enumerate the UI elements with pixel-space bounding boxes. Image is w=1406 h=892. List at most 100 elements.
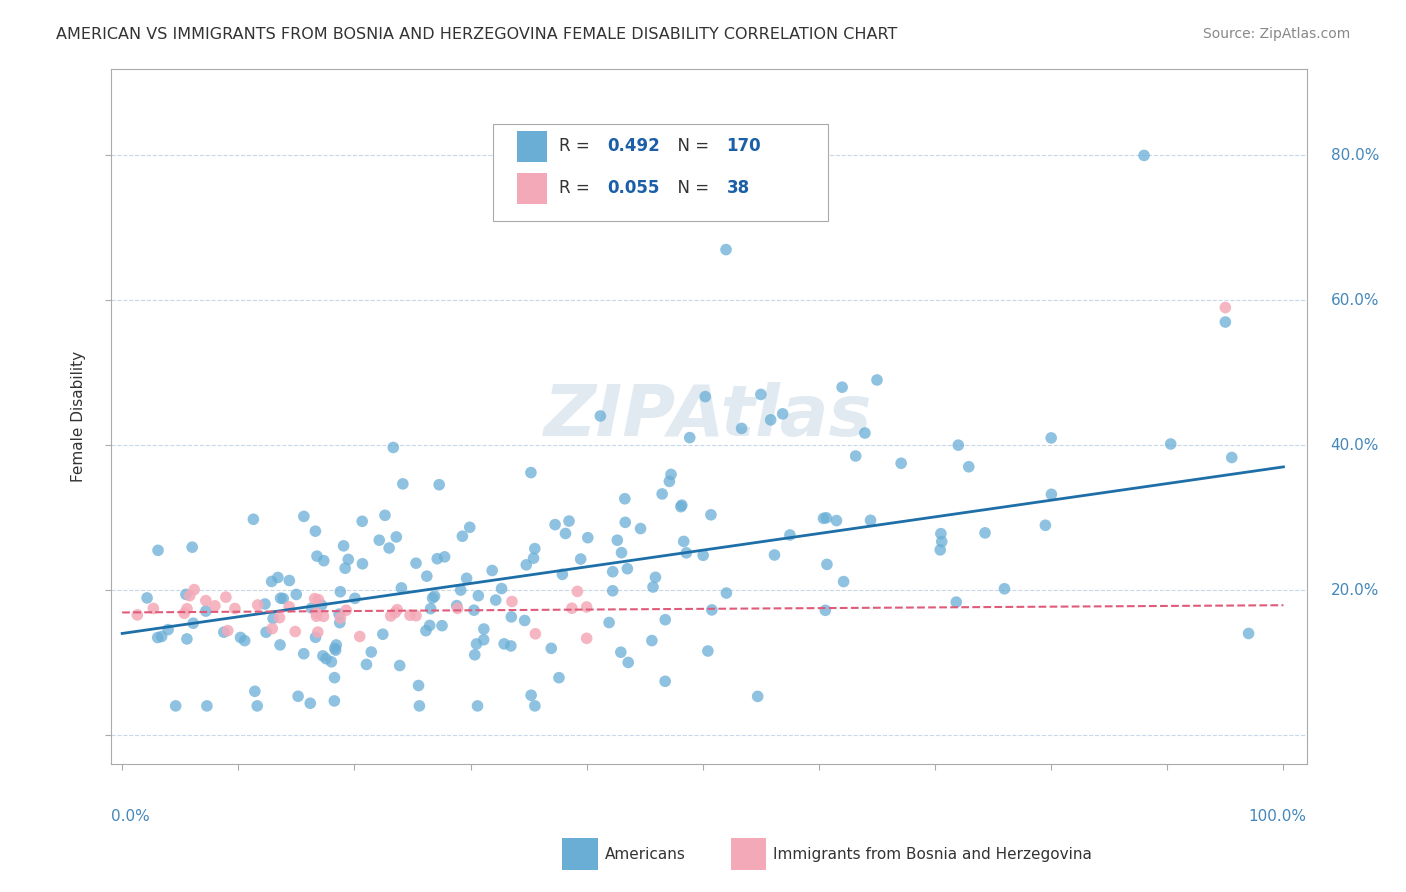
Point <box>616 562 638 576</box>
Text: N =: N = <box>666 179 714 197</box>
Point <box>329 611 352 625</box>
Point <box>212 625 235 640</box>
Point <box>671 498 693 512</box>
Point <box>292 647 315 661</box>
Point <box>323 641 346 656</box>
Point <box>501 610 523 624</box>
Point <box>422 591 444 605</box>
Point <box>243 684 266 698</box>
Point <box>142 601 165 615</box>
Point <box>215 590 238 604</box>
Point <box>304 591 326 606</box>
Text: N =: N = <box>666 137 714 155</box>
Point <box>993 582 1015 596</box>
Point <box>150 630 173 644</box>
Point <box>567 584 589 599</box>
Point <box>278 574 301 588</box>
Point <box>285 587 308 601</box>
Point <box>499 639 522 653</box>
FancyBboxPatch shape <box>517 131 547 162</box>
Point <box>692 549 714 563</box>
Point <box>287 690 309 704</box>
Point <box>1040 487 1063 501</box>
Point <box>269 610 291 624</box>
Point <box>388 658 411 673</box>
Point <box>450 583 472 598</box>
Point <box>181 540 204 554</box>
Point <box>451 529 474 543</box>
Point <box>491 582 513 596</box>
Text: 170: 170 <box>727 137 761 155</box>
Point <box>246 598 269 612</box>
Point <box>520 688 543 702</box>
Text: 20.0%: 20.0% <box>1330 582 1379 598</box>
Point <box>1035 518 1057 533</box>
Point <box>254 625 277 640</box>
Point <box>374 508 396 523</box>
Point <box>598 615 620 630</box>
Point <box>174 587 197 601</box>
Point <box>312 609 335 624</box>
Point <box>415 624 437 638</box>
Point <box>446 601 468 615</box>
Point <box>561 601 583 615</box>
Point <box>267 570 290 584</box>
Point <box>641 633 664 648</box>
Point <box>602 583 624 598</box>
Point <box>658 475 681 489</box>
Point <box>179 589 201 603</box>
Point <box>305 609 328 624</box>
Point <box>329 584 352 599</box>
Point <box>614 516 637 530</box>
Point <box>173 606 195 620</box>
Point <box>613 491 636 506</box>
Point <box>845 449 868 463</box>
Point <box>312 648 335 663</box>
Point <box>378 541 401 555</box>
Point <box>1215 301 1237 315</box>
Point <box>408 698 430 713</box>
Point <box>426 551 449 566</box>
Point <box>329 615 352 630</box>
Point <box>831 380 853 394</box>
Point <box>416 569 439 583</box>
Point <box>217 624 239 638</box>
Point <box>305 549 328 563</box>
Point <box>399 608 422 623</box>
Point <box>307 592 329 607</box>
Point <box>204 599 226 613</box>
Point <box>472 632 495 647</box>
Point <box>548 671 571 685</box>
Point <box>456 571 478 585</box>
Point <box>270 591 292 606</box>
Point <box>575 632 598 646</box>
Point <box>392 476 415 491</box>
Point <box>229 631 252 645</box>
Point <box>419 601 441 615</box>
Point <box>494 637 516 651</box>
Point <box>352 557 374 571</box>
Text: 0.492: 0.492 <box>607 137 659 155</box>
Point <box>195 698 218 713</box>
Point <box>323 694 346 708</box>
Point <box>651 487 673 501</box>
Point <box>617 656 640 670</box>
Point <box>419 618 441 632</box>
Point <box>524 627 547 641</box>
Point <box>749 387 772 401</box>
Point <box>472 622 495 636</box>
Point <box>853 425 876 440</box>
Text: 40.0%: 40.0% <box>1330 438 1379 452</box>
Point <box>467 589 489 603</box>
Point <box>814 603 837 617</box>
Point <box>813 511 835 525</box>
Point <box>695 390 717 404</box>
Point <box>433 549 456 564</box>
Point <box>520 466 543 480</box>
Point <box>866 373 889 387</box>
Point <box>825 514 848 528</box>
Point <box>262 611 284 625</box>
Point <box>654 613 676 627</box>
Point <box>1215 315 1237 329</box>
Point <box>606 533 628 548</box>
